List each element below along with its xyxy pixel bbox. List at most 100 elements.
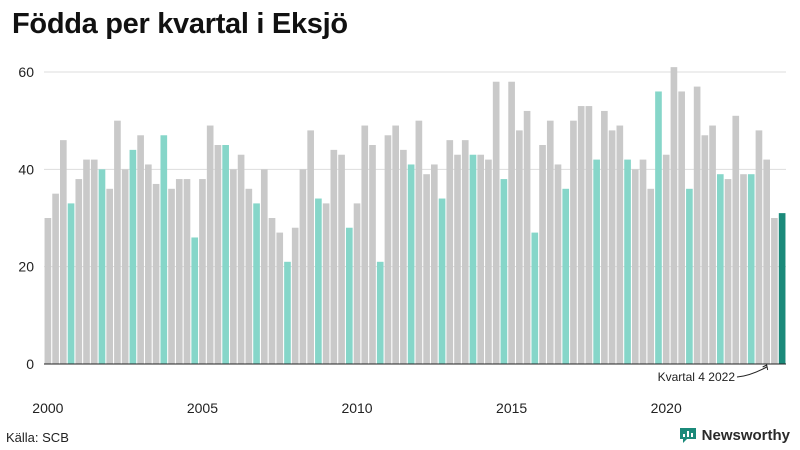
bar-2021-q2	[701, 135, 709, 364]
grid-lines	[44, 71, 786, 268]
bar-2022-q2	[732, 115, 740, 364]
bar-2004-q1	[168, 188, 175, 364]
bar-2002-q4	[129, 149, 137, 364]
bar-2003-q3	[152, 183, 160, 364]
bar-2007-q2	[268, 218, 276, 364]
bar-2004-q2	[175, 179, 183, 364]
bar-2005-q3	[214, 145, 222, 364]
bar-2003-q4	[160, 135, 168, 364]
bar-2016-q1	[539, 145, 546, 364]
bar-2014-q1	[477, 154, 485, 364]
bar-2006-q1	[230, 169, 237, 364]
y-tick-label-20: 20	[18, 259, 34, 275]
bar-2006-q3	[245, 188, 253, 364]
bar-2022-q1	[724, 179, 732, 364]
bars	[44, 67, 786, 365]
source-label: Källa: SCB	[6, 430, 69, 445]
bar-2009-q4	[345, 227, 353, 364]
bar-2003-q2	[145, 164, 152, 364]
bar-2017-q1	[570, 120, 577, 364]
bar-2004-q3	[183, 179, 191, 364]
bar-2000-q1	[44, 218, 52, 364]
bar-2008-q4	[315, 198, 322, 364]
bar-2014-q2	[485, 159, 492, 364]
bar-2018-q3	[616, 125, 624, 364]
bar-2011-q1	[384, 135, 392, 364]
x-tick-label-2000: 2000	[32, 400, 63, 416]
bar-2015-q2	[516, 130, 523, 364]
bar-2019-q2	[639, 159, 647, 364]
annotation-label: Kvartal 4 2022	[658, 370, 736, 384]
bar-2009-q1	[322, 203, 330, 364]
bar-2017-q4	[593, 159, 600, 364]
bar-2023-q3	[771, 218, 778, 364]
bar-2008-q1	[291, 227, 299, 364]
bar-2021-q4	[716, 174, 724, 364]
bar-2020-q1	[662, 154, 670, 364]
bar-2009-q2	[330, 149, 338, 364]
bar-2016-q2	[546, 120, 554, 364]
bar-2001-q2	[83, 159, 90, 364]
x-tick-label-2015: 2015	[496, 400, 527, 416]
bar-2005-q1	[199, 179, 206, 364]
bar-2016-q4	[562, 188, 570, 364]
annotation: Kvartal 4 2022	[658, 364, 769, 384]
x-tick-label-2020: 2020	[651, 400, 682, 416]
bar-2015-q3	[523, 110, 531, 365]
bar-2012-q1	[415, 120, 423, 364]
bar-2002-q3	[121, 169, 129, 364]
bar-2022-q4	[747, 174, 755, 364]
bar-2007-q1	[260, 169, 268, 364]
bar-2005-q4	[222, 145, 229, 364]
bar-2011-q3	[400, 149, 407, 364]
bar-2010-q3	[369, 145, 376, 364]
bar-2006-q2	[237, 154, 245, 364]
bar-2012-q2	[423, 174, 430, 364]
bar-2000-q4	[67, 203, 75, 364]
newsworthy-chart-icon	[679, 428, 696, 443]
bar-2020-q4	[686, 188, 693, 364]
y-tick-label-40: 40	[18, 161, 34, 177]
bar-2020-q3	[678, 91, 685, 364]
bar-2012-q4	[438, 198, 446, 364]
bar-2019-q4	[655, 91, 662, 364]
bar-2017-q2	[577, 106, 585, 364]
bar-2005-q2	[206, 125, 214, 364]
bar-2006-q4	[253, 203, 260, 364]
bar-2011-q4	[407, 164, 415, 364]
bar-2017-q3	[585, 106, 593, 364]
bar-2007-q4	[284, 261, 291, 364]
bar-2001-q4	[98, 169, 106, 364]
bar-2011-q2	[392, 125, 399, 364]
bar-2015-q4	[531, 232, 539, 364]
y-tick-label-0: 0	[26, 356, 34, 372]
bar-2012-q3	[431, 164, 438, 364]
bar-2013-q4	[469, 154, 477, 364]
bar-2010-q1	[353, 203, 361, 364]
bar-2013-q3	[461, 140, 469, 364]
bar-2019-q1	[631, 169, 639, 364]
bar-2015-q1	[508, 81, 515, 364]
bar-2023-q1	[755, 130, 763, 364]
bar-2001-q3	[90, 159, 98, 364]
bar-2010-q2	[361, 125, 369, 364]
bar-2013-q1	[446, 140, 454, 364]
annotation-arrow	[736, 364, 769, 378]
y-axis-ticks: 0 20 40 60	[18, 64, 34, 372]
chart-title: Födda per kvartal i Eksjö	[12, 8, 348, 40]
bar-2003-q1	[137, 135, 144, 364]
newsworthy-logo[interactable]: Newsworthy	[679, 426, 790, 444]
bar-2000-q2	[52, 193, 59, 364]
bar-2008-q3	[307, 130, 314, 364]
bar-2007-q3	[276, 232, 284, 364]
bar-2018-q1	[601, 110, 608, 365]
bar-2010-q4	[376, 261, 384, 364]
bar-2014-q4	[500, 179, 508, 364]
bar-2021-q1	[693, 86, 701, 364]
bar-2021-q3	[709, 125, 716, 364]
bar-2000-q3	[60, 140, 67, 364]
bar-2008-q2	[299, 169, 307, 364]
bar-2004-q4	[191, 237, 199, 364]
bar-2022-q3	[740, 174, 747, 364]
